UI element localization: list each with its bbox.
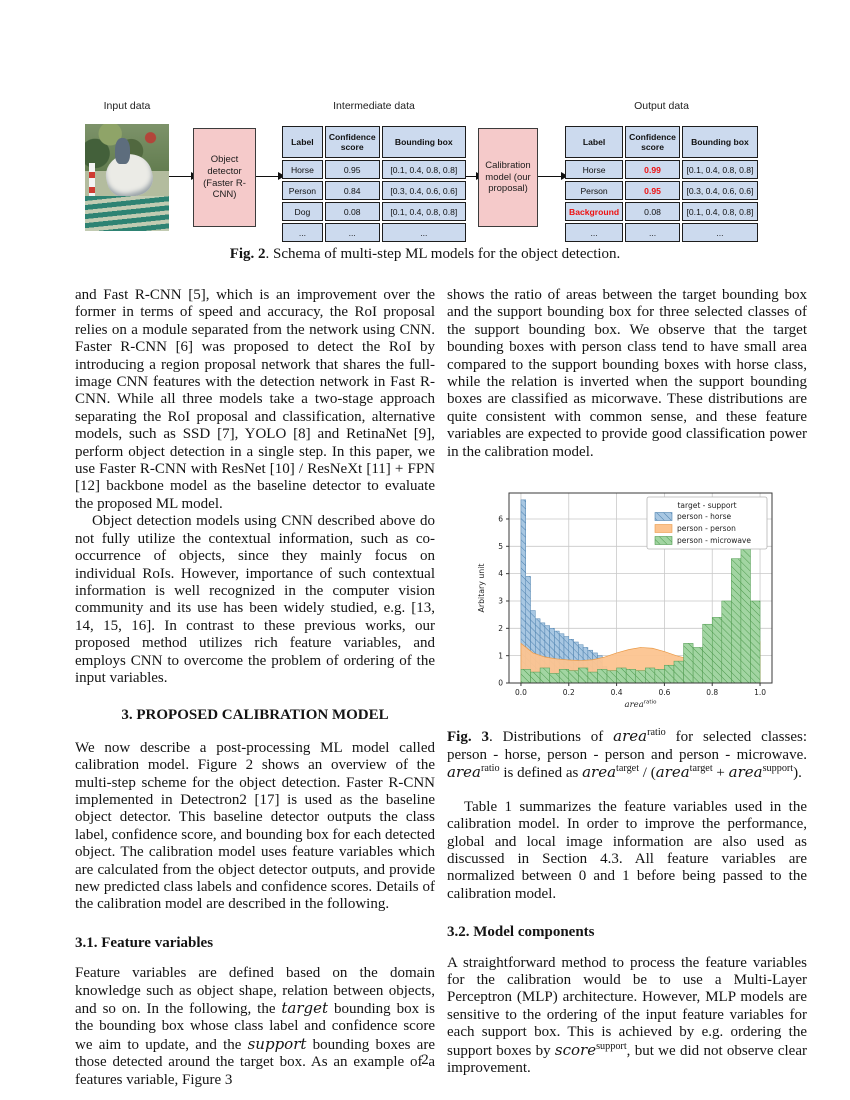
flow-arrow-icon (256, 172, 285, 181)
subsection-heading-3-2: 3.2. Model components (447, 924, 595, 941)
right-column: shows the ratio of areas between the tar… (447, 287, 807, 1077)
table-cell: ... (282, 223, 323, 242)
svg-text:0.4: 0.4 (610, 688, 622, 697)
table-cell: Background (565, 202, 624, 221)
svg-text:1: 1 (498, 651, 503, 660)
table-row: ......... (565, 223, 758, 242)
left-column: and Fast R-CNN [5], which is an improvem… (75, 287, 435, 1089)
paragraph: and Fast R-CNN [5], which is an improvem… (75, 287, 435, 512)
section-heading-3: 3. PROPOSED CALIBRATION MODEL (121, 707, 389, 724)
svg-text:4: 4 (498, 569, 503, 578)
svg-text:person - microwave: person - microwave (677, 536, 751, 545)
figure2-output-label: Output data (634, 100, 689, 112)
table-header: Confidence score (625, 126, 680, 158)
svg-text:5: 5 (498, 542, 503, 551)
flow-arrow-icon (169, 172, 198, 181)
paragraph: Feature variables are defined based on t… (75, 965, 435, 1088)
svg-text:3: 3 (498, 597, 503, 606)
table-header: Confidence score (324, 126, 380, 158)
subsection-heading-3-1: 3.1. Feature variables (75, 934, 214, 951)
table-cell: [0.1, 0.4, 0.8, 0.8] (681, 160, 758, 179)
page-number: 2 (421, 1052, 429, 1068)
table-cell: Person (282, 181, 323, 200)
output-data-table: Label Confidence score Bounding box Horse 0.… (563, 124, 760, 244)
table-header: Bounding box (381, 126, 466, 158)
table-row: Background 0.08 [0.1, 0.4, 0.8, 0.8] (565, 202, 758, 221)
fig3-histogram-chart: 0 1 2 3 4 5 6 0.0 0.2 0.4 0.6 0.8 1.0 Arbitary unit ar… (477, 492, 772, 711)
intermediate-data-table: Label Confidence score Bounding box Horse 0.… (280, 124, 468, 244)
table-row: Dog 0.08 [0.1, 0.4, 0.8, 0.8] (282, 202, 466, 221)
table-cell: 0.84 (324, 181, 380, 200)
table-row: Person 0.95 [0.3, 0.4, 0.6, 0.6] (565, 181, 758, 200)
paragraph: shows the ratio of areas between the tar… (447, 287, 807, 460)
table-cell: 0.95 (625, 181, 680, 200)
table-header: Bounding box (681, 126, 758, 158)
svg-text:arearatio: arearatio (624, 700, 657, 711)
svg-text:0.0: 0.0 (514, 688, 526, 697)
table-cell: [0.3, 0.4, 0.6, 0.6] (681, 181, 758, 200)
table-cell: ... (565, 223, 624, 242)
svg-text:person - horse: person - horse (677, 512, 732, 521)
object-detector-box: Object detector (Faster R-CNN) (193, 128, 256, 227)
table-header: Label (282, 126, 323, 158)
svg-text:target - support: target - support (677, 501, 736, 510)
paragraph: Table 1 summarizes the feature variables… (447, 798, 807, 902)
svg-text:2: 2 (498, 624, 503, 633)
table-cell: ... (625, 223, 680, 242)
table-cell: [0.1, 0.4, 0.8, 0.8] (681, 202, 758, 221)
svg-text:Arbitary unit: Arbitary unit (477, 564, 486, 613)
table-cell: 0.99 (625, 160, 680, 179)
table-cell: [0.1, 0.4, 0.8, 0.8] (381, 160, 466, 179)
figure3: 0 1 2 3 4 5 6 0.0 0.2 0.4 0.6 0.8 1.0 Arbitary unit ar… (475, 487, 780, 722)
input-photo (85, 124, 169, 231)
table-row: Horse 0.95 [0.1, 0.4, 0.8, 0.8] (282, 160, 466, 179)
figure2-intermediate-label: Intermediate data (333, 100, 415, 112)
table-cell: 0.08 (324, 202, 380, 221)
table-cell: Horse (565, 160, 624, 179)
table-cell: [0.3, 0.4, 0.6, 0.6] (381, 181, 466, 200)
table-cell: ... (324, 223, 380, 242)
table-row: ......... (282, 223, 466, 242)
figure2-caption: Fig. 2. Schema of multi-step ML models f… (229, 246, 621, 262)
svg-text:1.0: 1.0 (754, 688, 766, 697)
svg-text:0: 0 (498, 679, 503, 688)
svg-text:person - person: person - person (677, 524, 736, 533)
svg-text:0.6: 0.6 (658, 688, 670, 697)
table-cell: Dog (282, 202, 323, 221)
paragraph: Object detection models using CNN descri… (75, 513, 435, 686)
paragraph: We now describe a post-processing ML mod… (75, 739, 435, 913)
calibration-model-box: Calibration model (our proposal) (478, 128, 538, 227)
figure2-input-label: Input data (103, 100, 151, 112)
table-cell: [0.1, 0.4, 0.8, 0.8] (381, 202, 466, 221)
photo-rider (115, 137, 130, 164)
table-cell: ... (381, 223, 466, 242)
figure3-caption: Fig. 3. Distributions of arearatio for s… (447, 727, 807, 782)
svg-text:6: 6 (498, 515, 503, 524)
table-cell: Person (565, 181, 624, 200)
svg-text:0.2: 0.2 (562, 688, 574, 697)
figure2-diagram: Input data Intermediate data Output data… (85, 100, 763, 242)
paragraph: A straightforward method to process the … (447, 954, 807, 1076)
table-row: Person 0.84 [0.3, 0.4, 0.6, 0.6] (282, 181, 466, 200)
table-cell: 0.95 (324, 160, 380, 179)
table-cell: 0.08 (625, 202, 680, 221)
table-cell: ... (681, 223, 758, 242)
photo-rails (85, 195, 169, 231)
table-header: Label (565, 126, 624, 158)
table-row: Horse 0.99 [0.1, 0.4, 0.8, 0.8] (565, 160, 758, 179)
flow-arrow-icon (466, 172, 483, 181)
flow-arrow-icon (538, 172, 568, 181)
svg-text:0.8: 0.8 (706, 688, 718, 697)
table-cell: Horse (282, 160, 323, 179)
